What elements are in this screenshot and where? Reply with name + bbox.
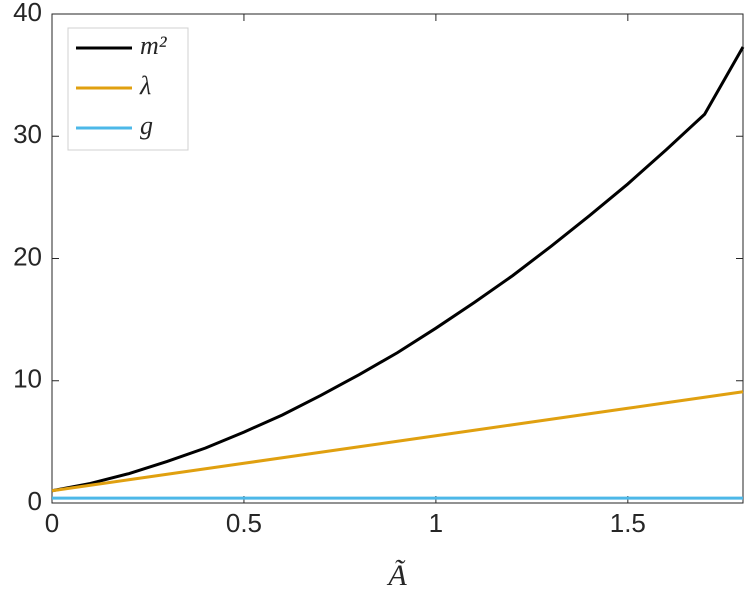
x-axis-label: Ã (386, 559, 407, 592)
x-tick-label: 1 (429, 508, 443, 538)
y-tick-label: 20 (13, 241, 42, 271)
y-tick-label: 0 (28, 486, 42, 516)
y-tick-label: 10 (13, 364, 42, 394)
x-tick-label: 1.5 (610, 508, 646, 538)
x-tick-label: 0.5 (226, 508, 262, 538)
y-tick-label: 40 (13, 0, 42, 27)
legend-label: λ (139, 71, 151, 100)
legend-label: m² (140, 31, 168, 60)
series-line (51, 390, 744, 493)
x-tick-label: 0 (45, 508, 59, 538)
y-tick-label: 30 (13, 119, 42, 149)
legend-label: g (140, 111, 153, 140)
series-line (51, 46, 745, 493)
